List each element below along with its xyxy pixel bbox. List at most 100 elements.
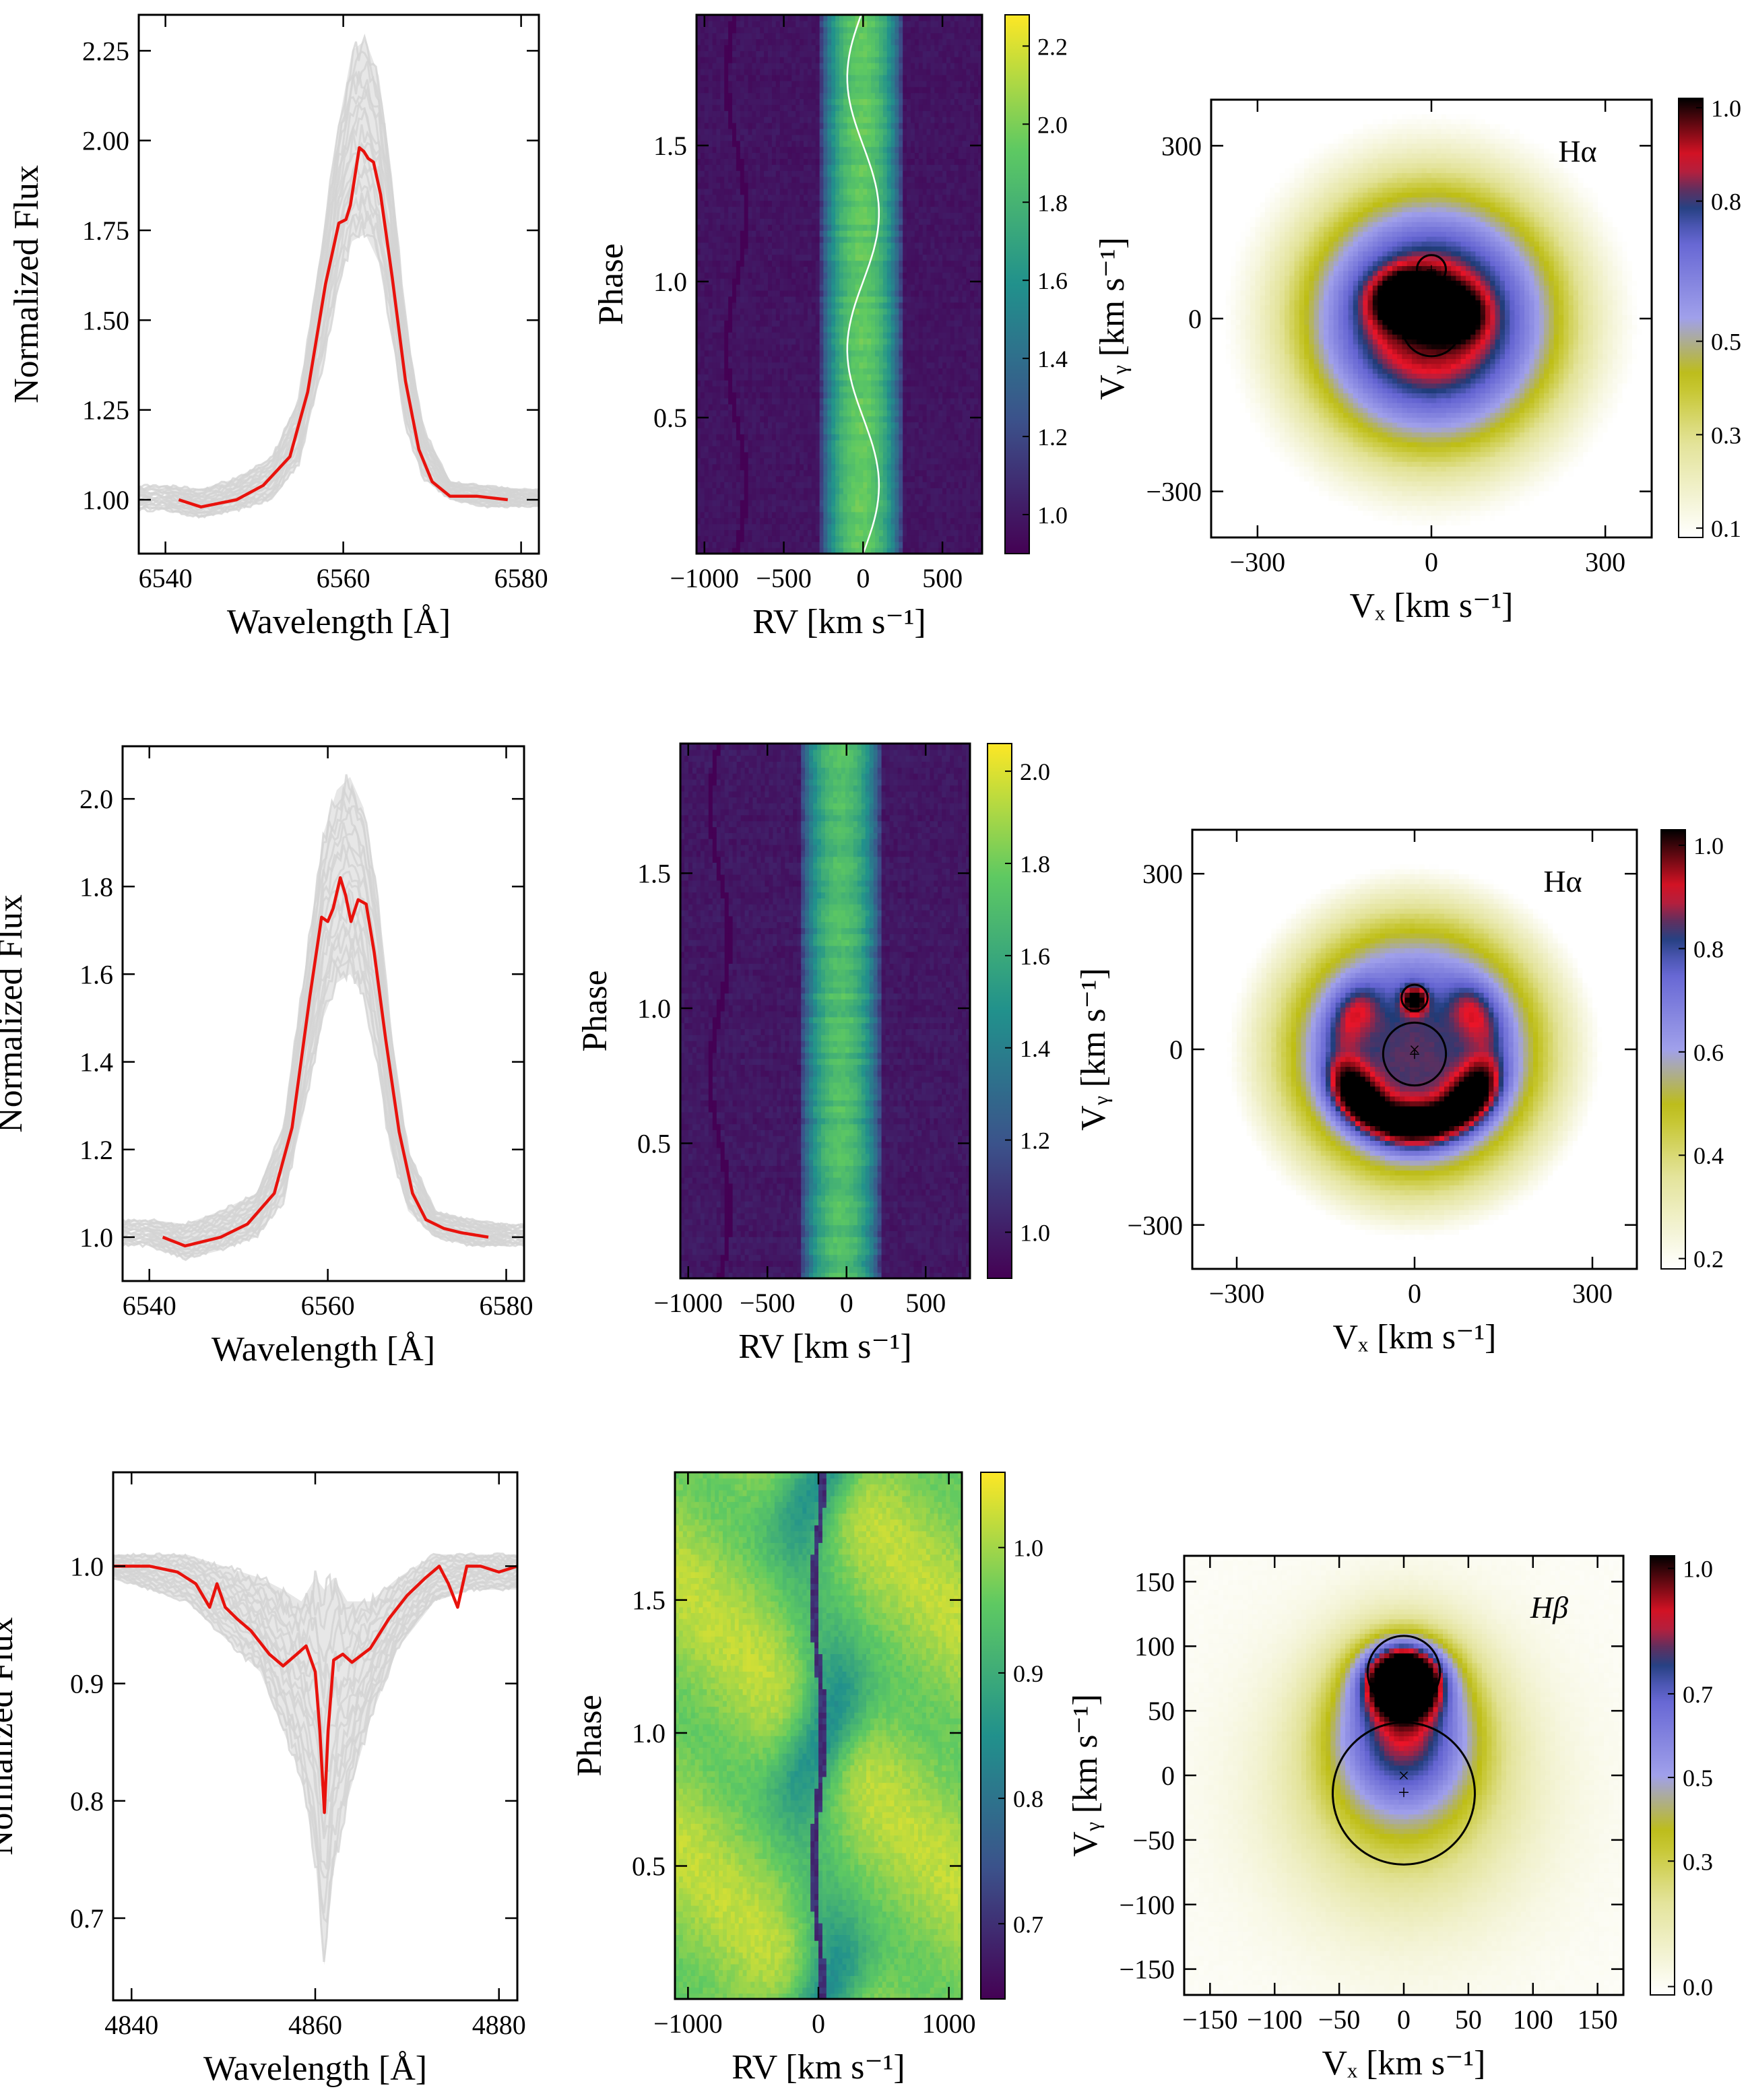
trail-cell xyxy=(819,152,824,159)
trail-cell xyxy=(895,218,899,225)
trail-cell xyxy=(895,548,899,554)
trail-cell xyxy=(970,266,975,273)
trail-cell xyxy=(811,416,816,423)
trail-cell xyxy=(823,206,828,213)
trail-cell xyxy=(819,409,824,417)
trail-cell xyxy=(930,440,935,447)
trail-cell xyxy=(804,368,808,374)
trail-cell xyxy=(899,302,903,309)
trail-cell xyxy=(764,218,769,225)
trail-cell xyxy=(891,397,896,405)
trail-cell xyxy=(787,409,792,417)
trail-cell xyxy=(807,308,812,315)
trail-cell xyxy=(756,422,760,428)
trail-cell xyxy=(704,343,709,351)
trail-cell xyxy=(760,356,765,363)
trail-cell xyxy=(934,494,939,500)
trail-cell xyxy=(760,182,765,189)
trail-cell xyxy=(736,494,741,500)
trail-cell xyxy=(728,548,733,554)
trail-cell xyxy=(942,362,947,369)
trail-cell xyxy=(895,368,899,374)
trail-cell xyxy=(934,176,939,183)
trail-cell xyxy=(744,482,749,488)
trail-cell xyxy=(863,392,868,399)
trail-cell xyxy=(728,374,733,381)
trail-cell xyxy=(787,428,792,434)
trail-cell xyxy=(724,188,729,195)
trail-cell xyxy=(859,308,864,315)
trail-cell xyxy=(748,368,753,374)
trail-cell xyxy=(752,182,756,189)
trail-cell xyxy=(720,146,725,154)
trail-cell xyxy=(950,266,955,273)
trail-cell xyxy=(847,446,852,453)
trail-cell xyxy=(946,170,951,177)
trail-cell xyxy=(760,343,765,351)
trail-cell xyxy=(878,500,884,506)
trail-cell xyxy=(942,278,947,285)
trail-cell xyxy=(796,140,800,147)
trail-cell xyxy=(843,542,848,548)
trail-cell xyxy=(863,529,868,536)
trail-cell xyxy=(791,164,796,171)
trail-cell xyxy=(724,482,729,488)
trail-cell xyxy=(748,206,753,213)
trail-cell xyxy=(962,302,967,309)
trail-cell xyxy=(886,194,892,201)
trail-cell xyxy=(744,170,749,177)
trail-cell xyxy=(882,457,888,465)
trail-cell xyxy=(907,446,911,453)
trail-cell xyxy=(740,254,745,261)
trail-cell xyxy=(783,517,789,525)
trail-cell xyxy=(835,164,840,171)
trail-cell xyxy=(700,164,705,171)
trail-cell xyxy=(930,535,935,542)
trail-cell xyxy=(720,463,725,471)
trail-cell xyxy=(922,230,928,237)
trail-cell xyxy=(800,386,804,393)
trail-cell xyxy=(720,158,725,165)
trail-cell xyxy=(891,517,896,525)
trail-cell xyxy=(835,158,840,165)
trail-cell xyxy=(760,152,765,159)
trail-cell xyxy=(886,475,892,482)
trail-cell xyxy=(783,152,789,159)
trail-cell xyxy=(946,236,951,243)
trail-cell xyxy=(732,392,737,399)
trail-cell xyxy=(958,523,963,531)
trail-cell xyxy=(724,248,729,255)
trail-cell xyxy=(823,176,828,183)
trail-cell xyxy=(859,380,864,387)
trail-cell xyxy=(804,517,808,525)
trail-cell xyxy=(815,343,820,351)
trail-cell xyxy=(779,152,785,159)
trail-cell xyxy=(728,350,733,357)
trail-cell xyxy=(911,182,915,189)
trail-cell xyxy=(938,422,943,428)
trail-cell xyxy=(752,494,756,500)
trail-cell xyxy=(740,290,745,297)
trail-cell xyxy=(811,529,816,536)
trail-cell xyxy=(831,164,836,171)
trail-cell xyxy=(895,158,899,165)
trail-cell xyxy=(966,278,971,285)
trail-cell xyxy=(800,278,804,285)
trail-cell xyxy=(728,343,733,351)
trail-cell xyxy=(867,332,872,339)
trail-cell xyxy=(970,200,975,207)
trail-cell xyxy=(899,206,903,213)
trail-cell xyxy=(736,535,741,542)
trail-cell xyxy=(882,440,888,447)
trail-cell xyxy=(823,158,828,165)
trail-cell xyxy=(978,230,982,237)
trail-cell xyxy=(886,517,892,525)
trail-cell xyxy=(804,535,808,542)
trail-cell xyxy=(716,230,721,237)
trail-cell xyxy=(922,326,928,333)
trail-cell xyxy=(800,158,804,165)
trail-cell xyxy=(970,368,975,374)
trail-cell xyxy=(740,194,745,201)
trail-cell xyxy=(775,374,781,381)
trail-cell xyxy=(796,164,800,171)
